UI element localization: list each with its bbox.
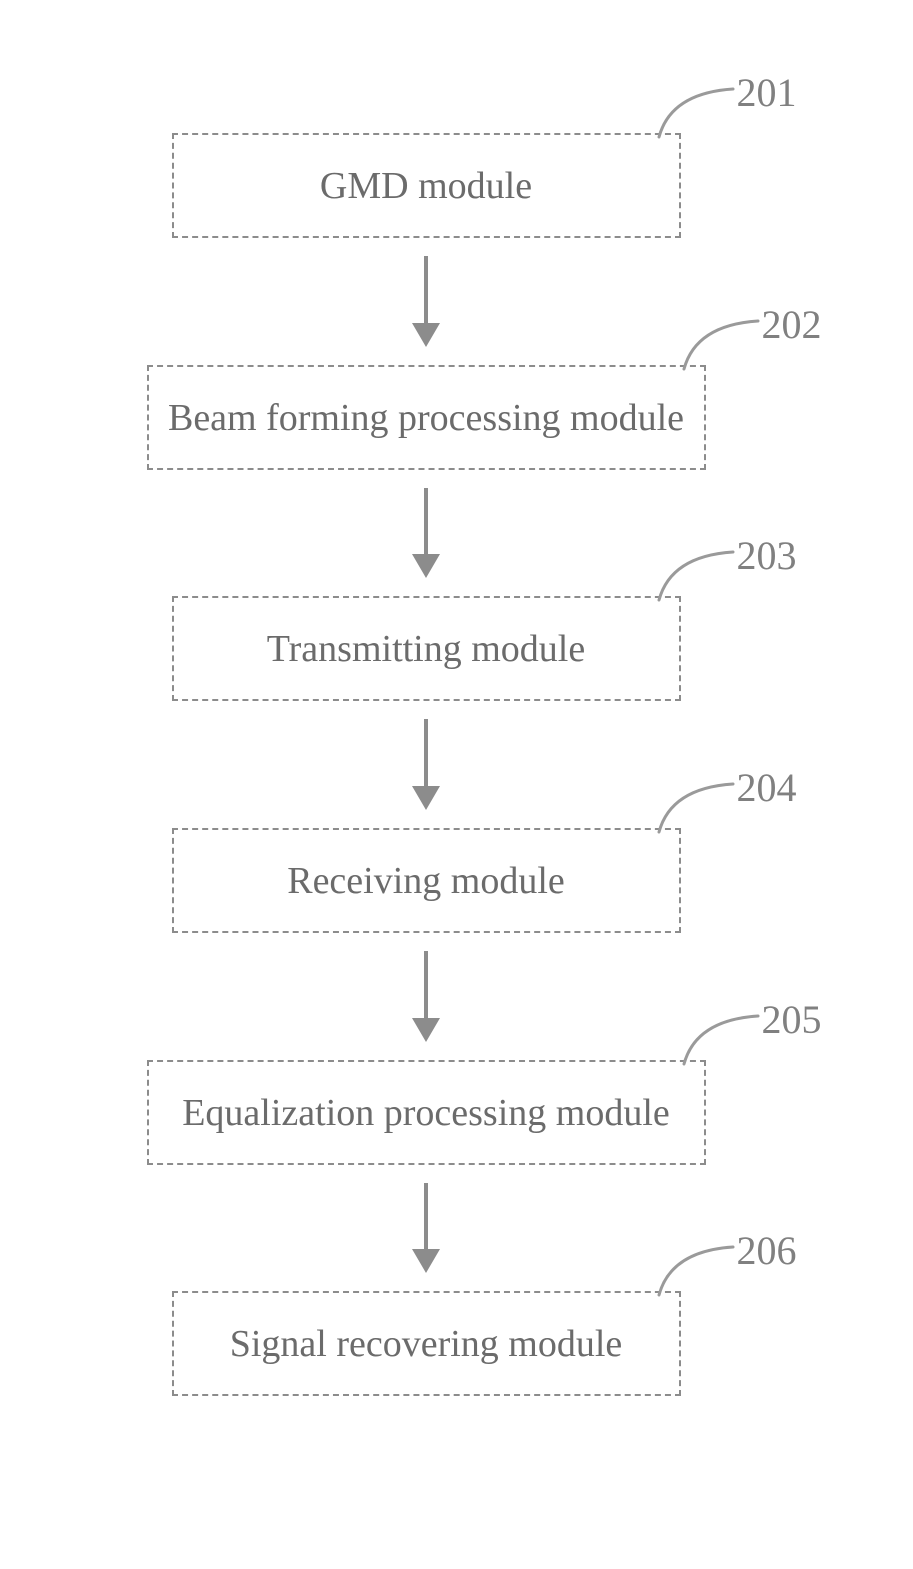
beamforming-module-ref-leader [676,313,766,373]
signal-recovering-module: Signal recovering module [172,1291,681,1396]
arrow-head-1 [412,323,440,347]
transmitting-module-label: Transmitting module [267,627,585,671]
arrow-line-5 [424,1183,428,1249]
equalization-module-ref-leader [676,1008,766,1068]
arrow-head-4 [412,1018,440,1042]
gmd-module: GMD module [172,133,681,238]
arrow-head-3 [412,786,440,810]
signal-recovering-module-label: Signal recovering module [230,1322,623,1366]
gmd-module-label: GMD module [320,164,532,208]
beamforming-module: Beam forming processing module [147,365,706,470]
signal-recovering-module-ref-number: 206 [737,1227,797,1274]
arrow-line-2 [424,488,428,554]
receiving-module-label: Receiving module [287,859,565,903]
flowchart-canvas: GMD module 201 Beam forming processing mod… [0,0,913,1569]
gmd-module-ref-number: 201 [737,69,797,116]
receiving-module-ref-number: 204 [737,764,797,811]
arrow-head-2 [412,554,440,578]
transmitting-module: Transmitting module [172,596,681,701]
receiving-module: Receiving module [172,828,681,933]
beamforming-module-ref-number: 202 [762,301,822,348]
equalization-module: Equalization processing module [147,1060,706,1165]
arrow-head-5 [412,1249,440,1273]
arrow-line-3 [424,719,428,786]
gmd-module-ref-leader [651,81,741,141]
arrow-line-4 [424,951,428,1018]
beamforming-module-label: Beam forming processing module [168,396,684,440]
transmitting-module-ref-leader [651,544,741,604]
signal-recovering-module-ref-leader [651,1239,741,1299]
arrow-line-1 [424,256,428,323]
equalization-module-ref-number: 205 [762,996,822,1043]
transmitting-module-ref-number: 203 [737,532,797,579]
receiving-module-ref-leader [651,776,741,836]
equalization-module-label: Equalization processing module [182,1091,670,1135]
